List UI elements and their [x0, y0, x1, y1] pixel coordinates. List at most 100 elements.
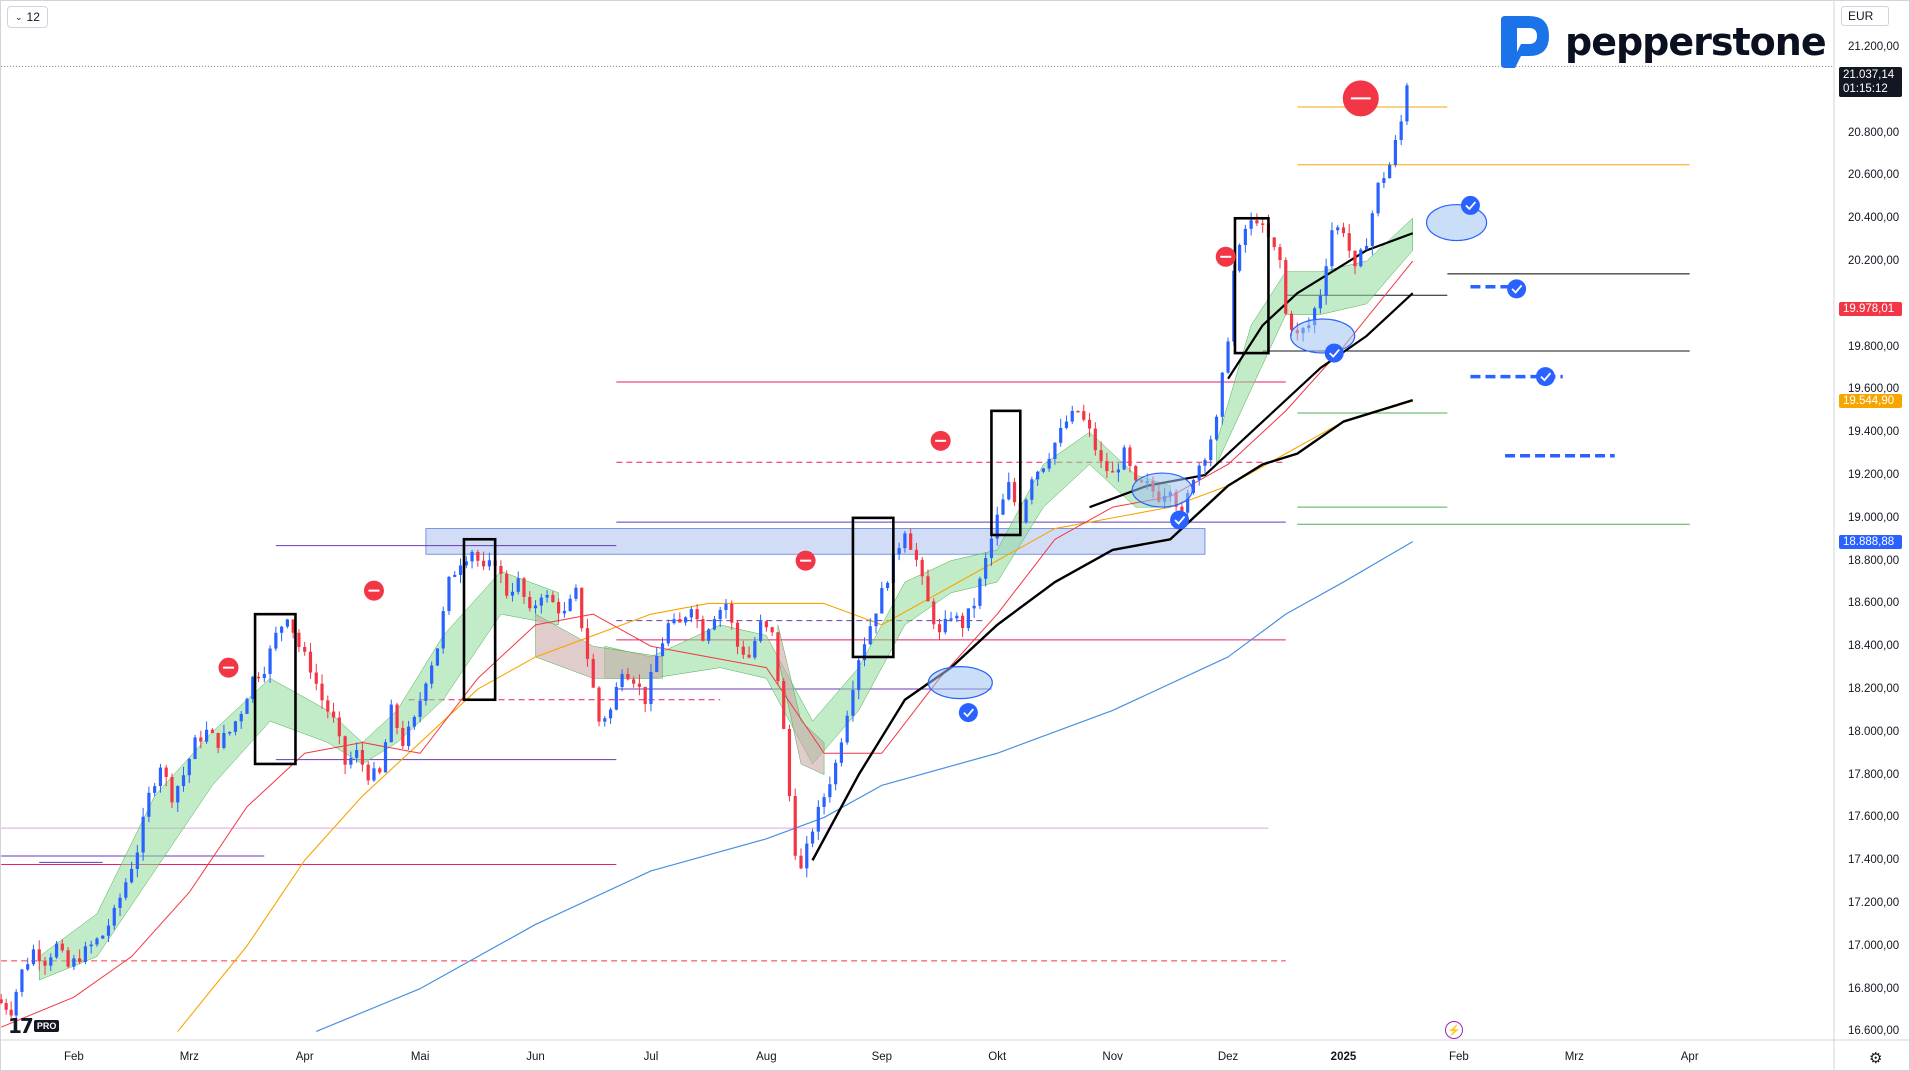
- candle-body: [1261, 223, 1265, 225]
- candle-body: [816, 806, 820, 832]
- check-mark: [963, 708, 975, 718]
- check-icon: [1535, 367, 1555, 387]
- time-axis-label: Aug: [756, 1051, 777, 1063]
- candle-body: [874, 613, 878, 627]
- candle-body: [585, 628, 590, 659]
- price-axis-label: 18.000,00: [1848, 725, 1900, 738]
- candle-body: [199, 737, 203, 742]
- candle-body: [626, 674, 630, 680]
- tradingview-logo: 17: [8, 1014, 34, 1038]
- interval-selector[interactable]: ⌄ 12: [7, 6, 48, 28]
- candle-body: [1393, 139, 1398, 165]
- candle-body: [1203, 460, 1207, 466]
- candle-body: [735, 622, 740, 647]
- candle-body: [522, 578, 526, 598]
- candle-body: [383, 742, 388, 773]
- candle-body: [614, 686, 618, 710]
- candle-body: [1197, 465, 1201, 480]
- candle-body: [533, 605, 538, 609]
- lightning-bolt-icon[interactable]: ⚡: [1445, 1021, 1463, 1039]
- candle-body: [1405, 85, 1409, 122]
- candle-body: [412, 716, 416, 727]
- candle-body: [26, 964, 30, 970]
- candle-body: [343, 736, 347, 765]
- candle-countdown: 01:15:12: [1843, 82, 1888, 95]
- candle-body: [1111, 471, 1115, 473]
- candle-body: [308, 651, 313, 673]
- candle-body: [660, 643, 665, 657]
- price-axis-label: 20.400,00: [1848, 212, 1900, 225]
- candle-body: [568, 598, 572, 611]
- candle-body: [106, 925, 111, 936]
- candle-body: [516, 578, 520, 592]
- candle-body: [926, 576, 930, 602]
- breakout-box: [1233, 216, 1270, 355]
- candle-body: [695, 609, 699, 620]
- candle-body: [303, 647, 307, 652]
- candle-body: [1070, 410, 1074, 422]
- candle-body: [118, 897, 122, 908]
- check-mark: [1540, 372, 1552, 382]
- candle-body: [701, 619, 705, 641]
- candle-body: [787, 728, 792, 797]
- candle-body: [1041, 468, 1045, 472]
- candle-body: [810, 831, 815, 844]
- candle-body: [1318, 295, 1322, 309]
- candle-body: [649, 672, 653, 705]
- candle-body: [1353, 250, 1357, 267]
- candle-body: [799, 855, 803, 869]
- candle-body: [683, 617, 688, 623]
- brand-wordmark: pepperstone: [1565, 20, 1827, 64]
- candle-body: [89, 944, 93, 947]
- breakout-box: [990, 409, 1022, 537]
- candle-body: [401, 727, 405, 746]
- candle-body: [718, 609, 722, 620]
- candle-body: [949, 618, 953, 620]
- candle-body: [1134, 466, 1138, 481]
- candle-body: [932, 601, 936, 625]
- candle-body: [562, 610, 566, 614]
- time-axis-label: Dez: [1217, 1051, 1239, 1063]
- candle-body: [83, 946, 88, 962]
- candle-body: [909, 533, 913, 550]
- candle-body: [372, 768, 376, 781]
- candle-body: [482, 560, 486, 567]
- interval-label: 12: [26, 10, 40, 24]
- candle-body: [678, 619, 682, 623]
- candle-body: [1399, 121, 1403, 140]
- candle-body: [937, 624, 942, 633]
- candle-body: [620, 674, 624, 687]
- check-mark: [1174, 515, 1186, 525]
- currency-selector[interactable]: EUR: [1841, 6, 1889, 26]
- candle-body: [291, 619, 295, 633]
- tradingview-watermark: 17 PRO: [8, 1014, 60, 1038]
- candle-body: [360, 750, 365, 765]
- candle-body: [868, 626, 872, 645]
- candle-body: [31, 949, 36, 965]
- candle-body: [245, 699, 249, 714]
- time-axis-label: Apr: [295, 1051, 314, 1063]
- price-axis-label: 16.600,00: [1848, 1025, 1900, 1038]
- price-axis-label: 17.000,00: [1848, 939, 1900, 952]
- candle-body: [539, 597, 543, 606]
- candle-body: [441, 611, 445, 649]
- candle-body: [447, 576, 451, 612]
- candle-body: [164, 767, 168, 777]
- candle-body: [476, 551, 480, 561]
- candle-body: [4, 1003, 8, 1010]
- candle-body: [914, 549, 919, 560]
- candle-body: [349, 757, 353, 765]
- gear-icon[interactable]: ⚙: [1869, 1050, 1883, 1067]
- candle-body: [828, 784, 832, 798]
- candle-body: [1053, 442, 1057, 459]
- time-axis-label: 2025: [1330, 1051, 1357, 1063]
- time-axis-label: Feb: [63, 1051, 84, 1063]
- candle-body: [764, 621, 768, 628]
- candle-body: [54, 943, 59, 958]
- candle-body: [1255, 220, 1259, 224]
- candle-body: [251, 676, 255, 700]
- candle-body: [1364, 245, 1369, 250]
- price-axis-label: 18.800,00: [1848, 554, 1900, 567]
